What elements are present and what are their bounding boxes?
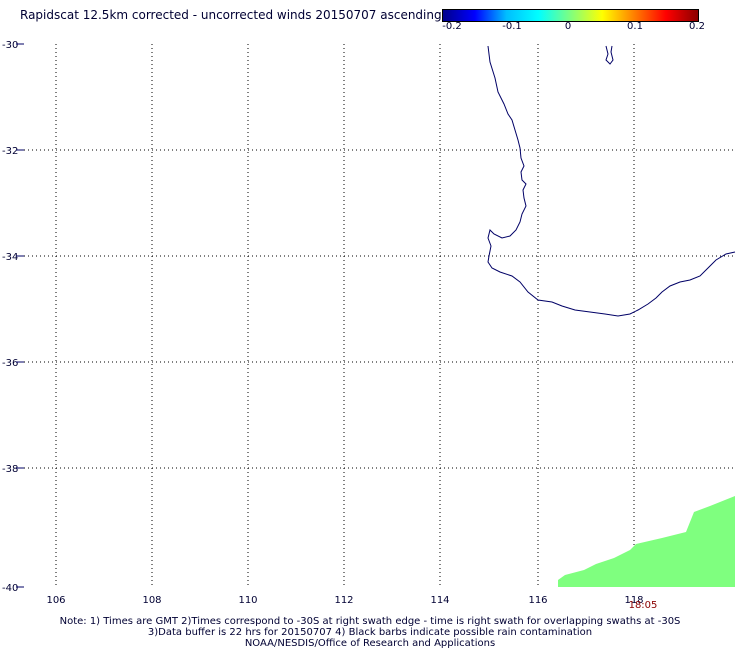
swath-area [558, 496, 735, 587]
coastline [487, 45, 736, 317]
lat-label: -30 [2, 40, 18, 51]
colorbar-tick-label: 0.1 [627, 21, 643, 32]
colorbar-tick-label: 0.2 [689, 21, 705, 32]
lat-label: -36 [2, 358, 18, 369]
lat-label: -38 [2, 464, 18, 475]
graticule [20, 44, 735, 587]
lon-label: 106 [46, 595, 65, 606]
lon-label: 108 [142, 595, 161, 606]
plot-title: Rapidscat 12.5km corrected - uncorrected… [20, 8, 442, 22]
footnote-line: NOAA/NESDIS/Office of Research and Appli… [244, 638, 496, 649]
lon-label: 114 [430, 595, 449, 606]
footnote-line: 3)Data buffer is 22 hrs for 20150707 4) … [147, 627, 593, 638]
axis-labels: -30 -32 -34 -36 -38 -40 106 108 110 112 114 116 118 [2, 40, 644, 606]
lon-label: 116 [528, 595, 547, 606]
colorbar-tick-label: -0.1 [502, 21, 522, 32]
footnotes: Note: 1) Times are GMT 2)Times correspon… [0, 616, 740, 649]
swath-time-label: 18:05 [629, 600, 658, 611]
coastline-island [605, 45, 614, 65]
colorbar-tick-label: 0 [564, 21, 572, 32]
lon-label: 112 [334, 595, 353, 606]
lat-label: -32 [2, 146, 18, 157]
lat-label: -34 [2, 252, 18, 263]
lat-label: -40 [2, 583, 18, 594]
colorbar [442, 9, 699, 22]
footnote-line: Note: 1) Times are GMT 2)Times correspon… [59, 616, 681, 627]
lon-label: 110 [238, 595, 257, 606]
wind-swath [558, 496, 735, 587]
lon-label: 118 [624, 595, 643, 606]
colorbar-tick-label: -0.2 [442, 21, 462, 32]
